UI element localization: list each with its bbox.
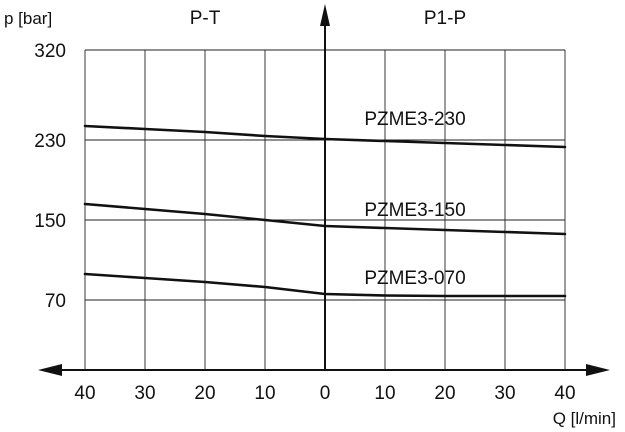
x-tick-label: 40 [74,383,95,404]
x-tick-label: 0 [320,383,331,404]
y-tick-label: 230 [34,131,66,152]
series-group [83,124,567,298]
x-axis-title: Q [l/min] [553,409,616,428]
x-tick-label: 30 [134,383,155,404]
x-tick-label: 40 [554,383,575,404]
region-label: P-T [190,8,221,29]
x-tick-label: 30 [494,383,515,404]
y-axis-title: p [bar] [4,9,52,28]
series-label: PZME3-230 [364,109,465,130]
x-axis-left-arrow [38,364,62,376]
y-tick-label: 150 [34,211,66,232]
series-label: PZME3-150 [364,200,465,221]
series-line-pzme3-070 [83,272,567,298]
y-tick-label: 320 [34,41,66,62]
axes [38,4,610,376]
grid [84,49,566,370]
series-line-pzme3-150 [83,202,567,236]
x-tick-label: 10 [254,383,275,404]
series-label: PZME3-070 [364,268,465,289]
labels-group: PZME3-230 PZME3-150 PZME3-070 40 30 20 10 0 10 20… [4,8,616,428]
region-label: P1-P [424,8,466,29]
x-tick-label: 10 [374,383,395,404]
y-tick-label: 70 [45,291,66,312]
x-tick-label: 20 [434,383,455,404]
x-axis-right-arrow [586,364,610,376]
y-axis-arrow [320,4,330,26]
x-tick-label: 20 [194,383,215,404]
series-line-pzme3-230 [83,124,567,149]
